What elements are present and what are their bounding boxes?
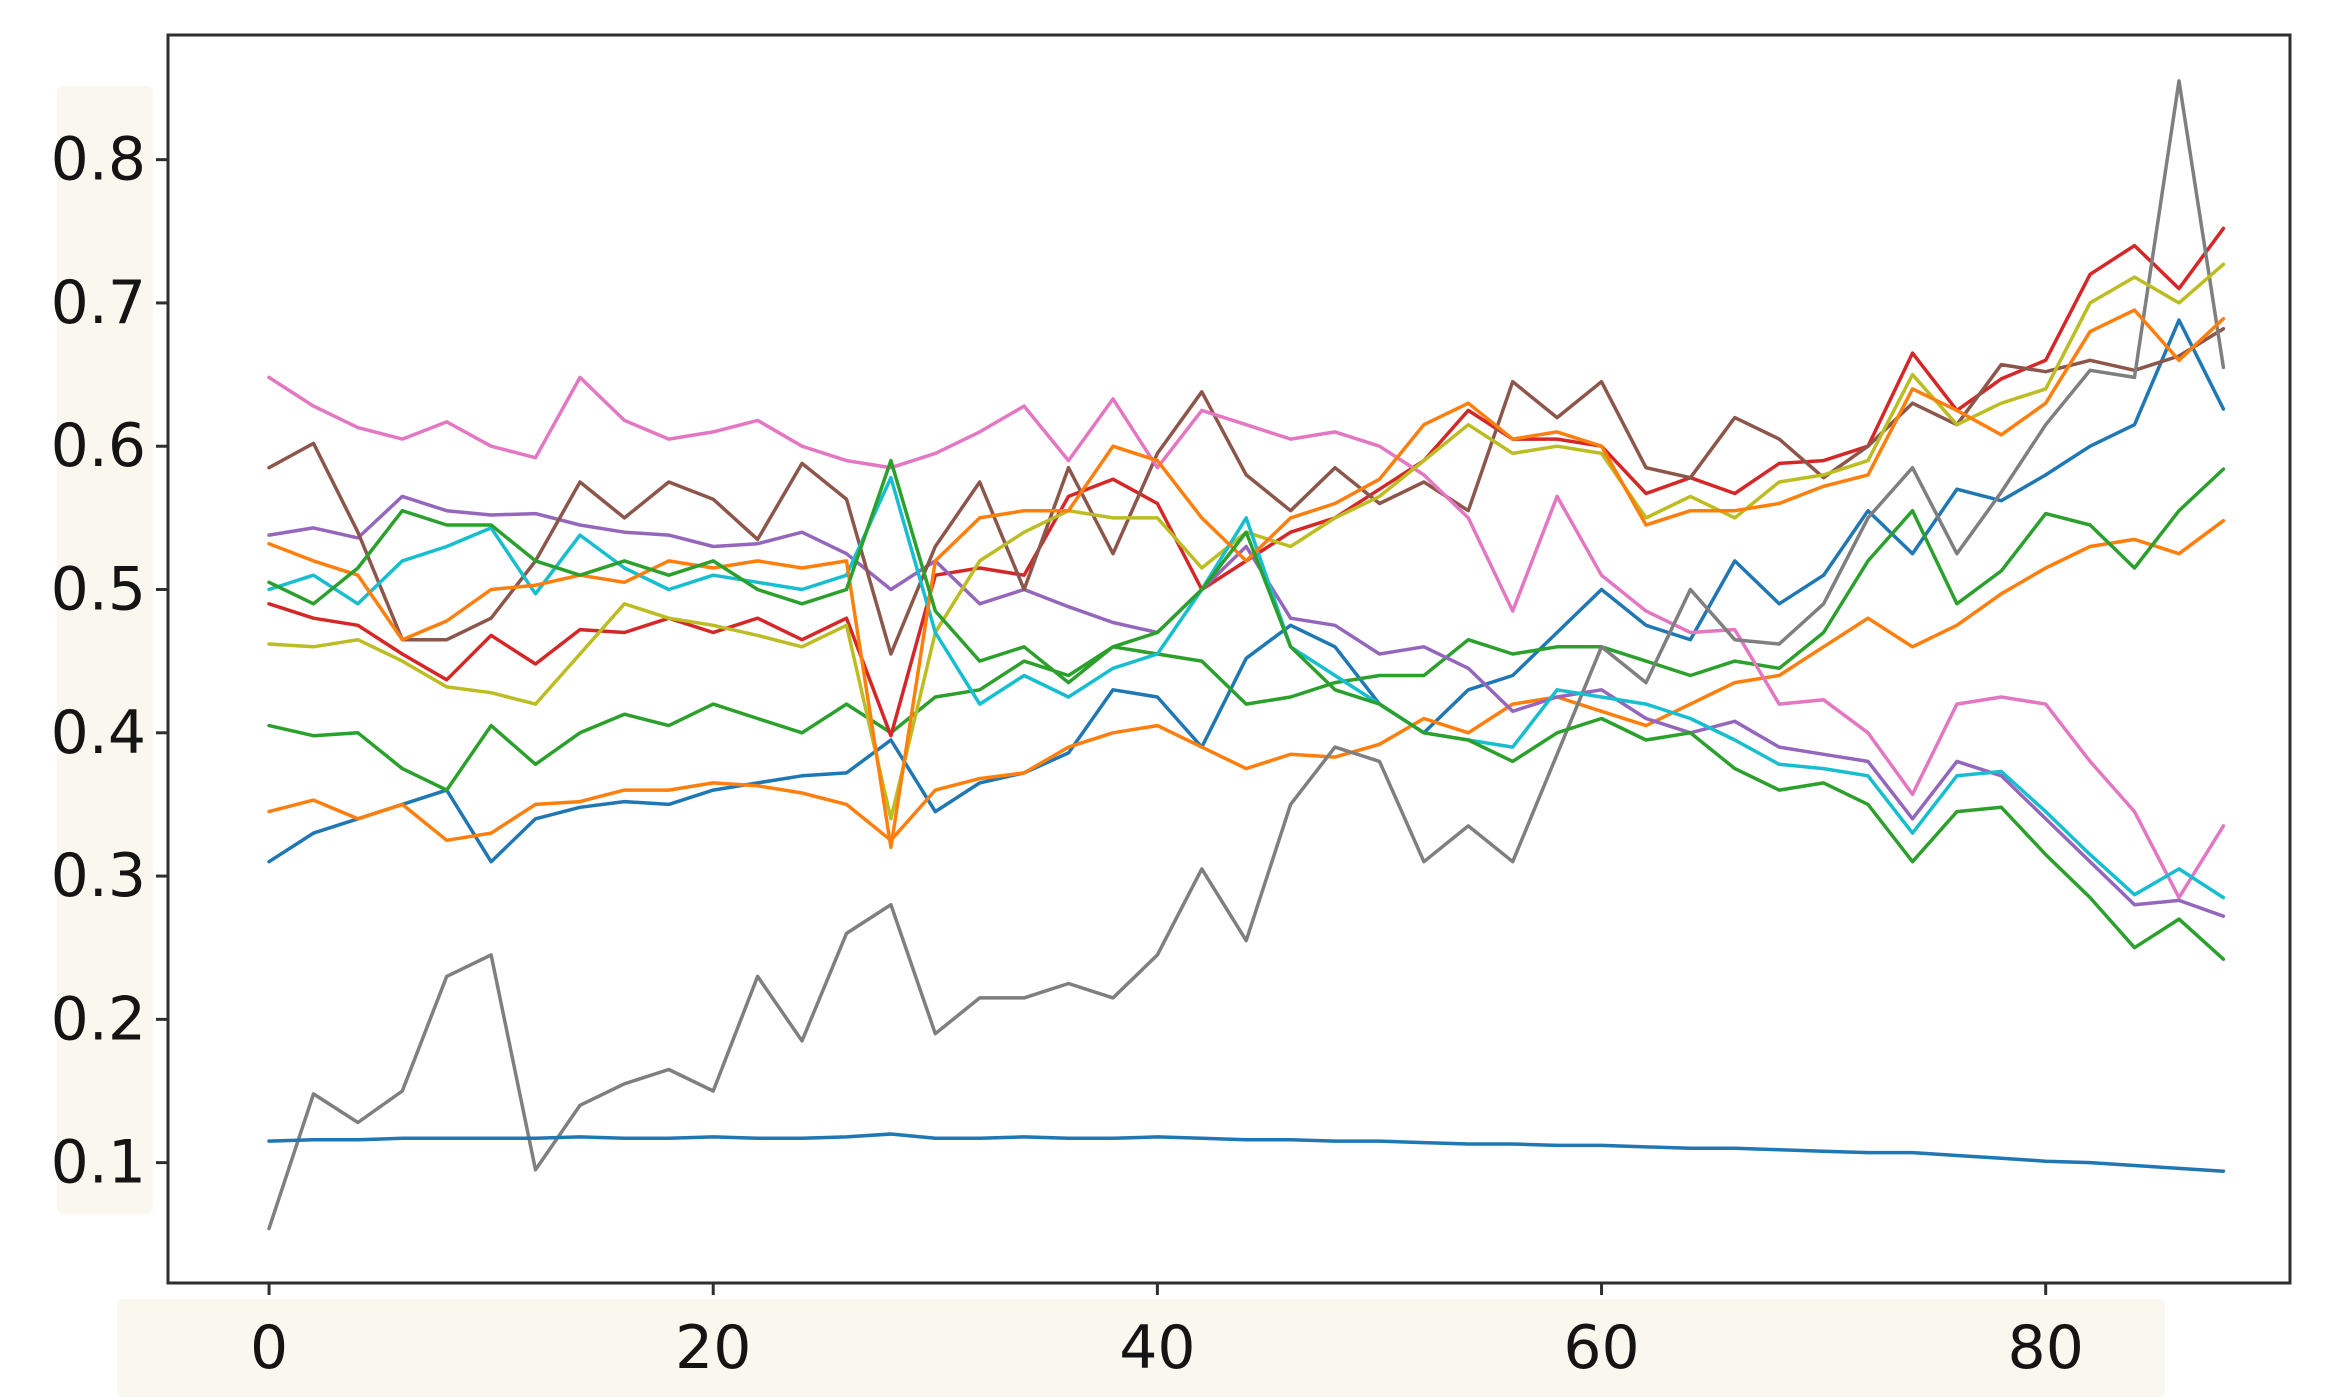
x-tick-label: 40 xyxy=(1119,1313,1195,1383)
line-orange-high xyxy=(267,308,2226,850)
x-tick-label: 80 xyxy=(2008,1313,2084,1383)
plot-border xyxy=(166,33,2292,1285)
y-tick-label: 0.4 xyxy=(51,698,146,768)
y-tick-label: 0.5 xyxy=(51,555,146,625)
line-purple xyxy=(267,494,2226,918)
line-olive xyxy=(267,262,2226,821)
y-tick-label: 0.3 xyxy=(51,841,146,911)
line-pink xyxy=(267,375,2226,900)
y-tick-label: 0.1 xyxy=(51,1128,146,1198)
line-orange-low xyxy=(267,518,2226,843)
line-cyan xyxy=(267,475,2226,900)
line-blue-flat xyxy=(267,1132,2226,1173)
line-gray xyxy=(267,79,2226,1231)
x-tick-label: 60 xyxy=(1563,1313,1639,1383)
axes-group: 0.1 0.2 0.3 0.4 0.5 0.6 0.7 0.8 0 20 40 60 80 xyxy=(51,33,2292,1383)
y-tick-label: 0.6 xyxy=(51,411,146,481)
x-tick-label-strip xyxy=(117,1299,2165,1397)
line-green-high xyxy=(267,458,2226,961)
y-tick-label-strip xyxy=(57,86,153,1214)
line-blue-rising xyxy=(267,318,2226,864)
x-tick-label: 20 xyxy=(675,1313,751,1383)
y-tick-label: 0.2 xyxy=(51,984,146,1054)
line-green-low xyxy=(267,467,2226,792)
y-tick-label: 0.7 xyxy=(51,268,146,338)
series-group xyxy=(267,79,2226,1231)
x-tick-label: 0 xyxy=(250,1313,288,1383)
y-tick-label: 0.8 xyxy=(51,125,146,195)
